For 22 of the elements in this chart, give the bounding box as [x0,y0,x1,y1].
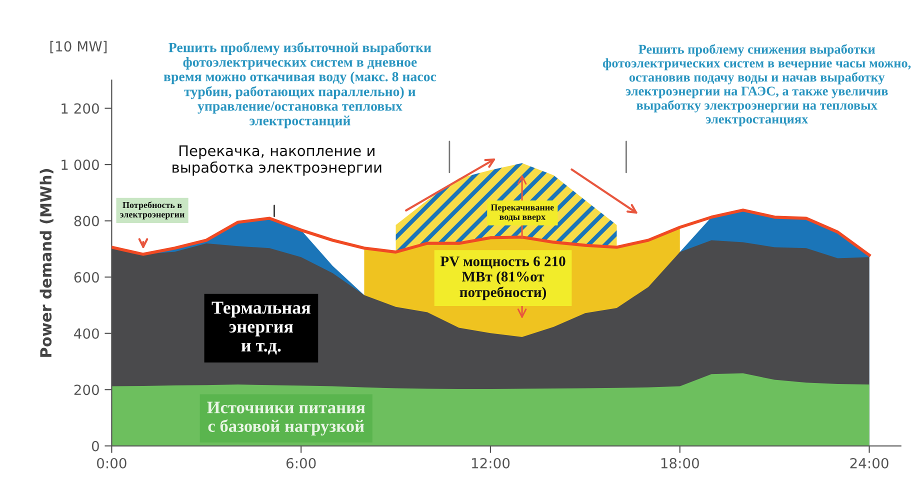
annotation: Потребность в электроэнергии [120,202,184,220]
y-tick-label: 800 [74,216,99,226]
text: [10 MW] [50,40,107,54]
annotation: Перекачивание воды вверх [490,204,554,222]
annotation: Перекачка, накопление и выработка электроэнергии [172,145,382,176]
y-tick-label: 200 [74,384,99,396]
x-tick-label: 12:00 [472,458,510,468]
annotation: Решить проблему избыточной выработки фотоэлектрических систем в дневное время можно откачивая воду (макс. 8 насос турбин, работающих параллельно) и управление/остановка тепловых электростанций [164,42,436,128]
y-tick-label: 1 200 [62,103,99,114]
annotation: PV мощность 6 210 МВт (81%от потребности) [440,256,566,300]
x-tick-label: 0:00 [97,458,126,468]
x-tick-label: 24:00 [850,458,888,468]
x-tick-label: 18:00 [661,458,699,468]
annotation: Решить проблему снижения выработки фотоэлектрических систем в вечерние часы можно, остановив подачу воды и начав выработку электроэнергии на ГАЭС, а также увеличив выработку электроэнергии на тепловых электростанциях [603,44,911,126]
annotation: Источники питания с базовой нагрузкой [207,402,366,436]
y-tick-label: 0 [92,440,99,452]
x-tick-label: 6:00 [286,458,316,468]
annotation: Термальная энергия и т.д. [212,302,310,355]
y-axis-title: Power demand (MWh) [40,169,54,357]
y-tick-label: 600 [74,272,99,283]
y-tick-label: 400 [74,328,99,339]
y-tick-label: 1 000 [62,160,99,170]
